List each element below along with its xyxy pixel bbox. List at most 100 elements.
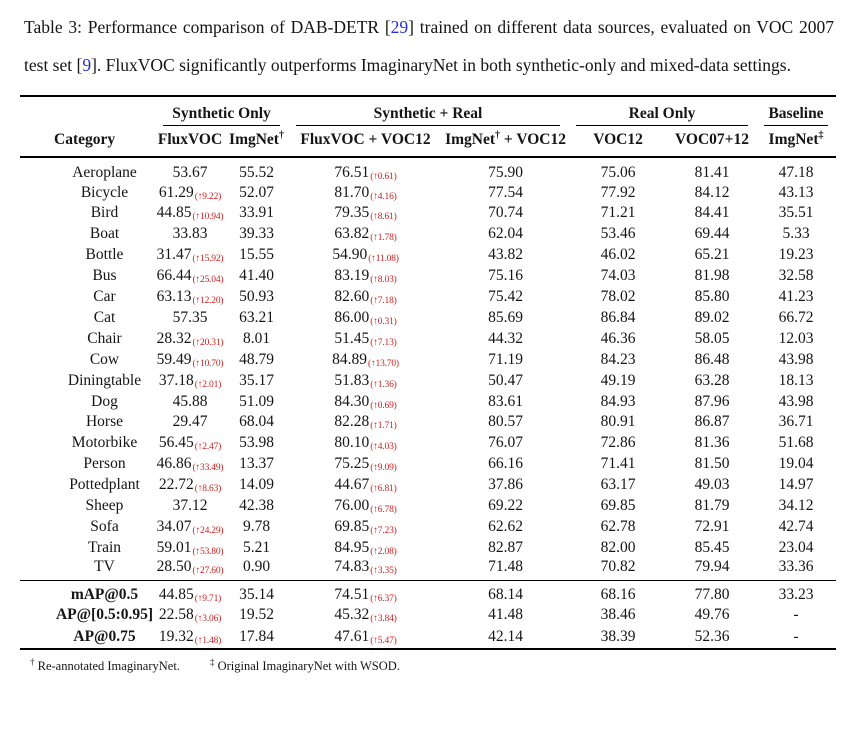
value-text: 77.80	[694, 586, 730, 604]
value-text: 57.35	[172, 308, 208, 326]
value-cell: 44.32	[443, 328, 568, 349]
table-row: Sofa 34.07(↑24.29) 9.78 69.85(↑7.23) 62.62 62…	[20, 516, 836, 537]
value-text: 34.07	[156, 517, 192, 535]
value-text: 42.14	[488, 628, 523, 646]
delta-annotation: (↑0.69)	[370, 400, 397, 411]
delta-annotation: (↑33.49)	[192, 463, 224, 474]
value-cell: 83.61	[443, 391, 568, 412]
value-cell: 76.00(↑6.78)	[288, 496, 443, 517]
value-text: 54.90	[332, 246, 368, 264]
value-cell: 14.97	[756, 475, 836, 496]
value-text: 33.23	[778, 586, 814, 604]
value-text: 18.13	[778, 371, 814, 389]
value-cell: 81.50	[668, 454, 756, 475]
table-row: Sheep 37.12 42.38 76.00(↑6.78) 69.22 69.85 81.…	[20, 496, 836, 517]
value-cell: 52.07	[225, 182, 288, 203]
category-cell: mAP@0.5	[20, 580, 155, 605]
table-row: Car 63.13(↑12.20) 50.93 82.60(↑7.18) 75.42 78…	[20, 287, 836, 308]
value-text: 5.33	[782, 225, 810, 243]
column-header: ImgNet† + VOC12	[443, 126, 569, 159]
delta-annotation: (↑20.31)	[192, 337, 224, 348]
category-cell: Car	[93, 288, 116, 306]
group-header: Baseline	[756, 96, 836, 126]
value-text: 63.28	[694, 371, 730, 389]
value-cell: 76.51(↑0.61)	[288, 157, 443, 182]
value-text: 46.86	[156, 455, 192, 473]
value-cell: 59.01(↑53.80)	[155, 537, 225, 558]
value-cell: 89.02	[668, 308, 756, 329]
value-text: 79.94	[694, 558, 730, 576]
value-text: 38.46	[600, 606, 636, 624]
value-text: 71.21	[600, 204, 636, 222]
value-text: 76.07	[488, 434, 523, 452]
value-text: 89.02	[694, 308, 730, 326]
value-cell: 37.12	[155, 496, 225, 517]
citation-ref: 9	[82, 55, 92, 75]
delta-annotation: (↑8.03)	[370, 275, 397, 286]
value-cell: 19.23	[756, 245, 836, 266]
value-cell: -	[756, 627, 836, 650]
column-header: ImgNet‡	[756, 126, 837, 159]
value-cell: 45.88	[155, 391, 225, 412]
value-cell: 75.42	[443, 287, 568, 308]
value-text: 53.67	[172, 164, 208, 182]
value-text: 43.98	[778, 350, 814, 368]
value-cell: 53.46	[568, 224, 668, 245]
value-cell: 49.19	[568, 370, 668, 391]
table-row: mAP@0.5 44.85(↑9.71) 35.14 74.51(↑6.37) 68.1…	[20, 580, 837, 605]
value-text: 63.17	[600, 476, 636, 494]
value-cell: 66.72	[756, 308, 836, 329]
category-cell: Chair	[87, 329, 122, 347]
value-text: 71.48	[488, 558, 523, 576]
delta-annotation: (↑7.18)	[370, 296, 397, 307]
value-text: 41.23	[778, 288, 814, 306]
value-cell: 13.37	[225, 454, 288, 475]
value-text: 29.47	[172, 413, 208, 431]
value-cell: 59.49(↑10.70)	[155, 349, 225, 370]
category-cell: AP@[0.5:0.95]	[55, 606, 154, 624]
value-cell: 18.13	[756, 370, 836, 391]
value-text: 48.79	[239, 350, 274, 368]
table-summary: mAP@0.5 44.85(↑9.71) 35.14 74.51(↑6.37) 68.1…	[20, 580, 837, 650]
value-text: 31.47	[156, 246, 192, 264]
table-row: Motorbike 56.45(↑2.47) 53.98 80.10(↑4.03) 76…	[20, 433, 836, 454]
value-text: 65.21	[694, 246, 730, 264]
value-text: 69.85	[334, 517, 370, 535]
value-cell: 72.86	[568, 433, 668, 454]
delta-annotation: (↑7.13)	[370, 337, 397, 348]
delta-annotation: (↑4.03)	[370, 442, 397, 453]
value-cell: 85.69	[443, 308, 568, 329]
value-text: 41.40	[239, 267, 274, 285]
group-header-label: Baseline	[756, 104, 836, 126]
delta-annotation: (↑9.09)	[370, 463, 397, 474]
value-text: 81.36	[694, 434, 730, 452]
table-row: Pottedplant 22.72(↑8.63) 14.09 44.67(↑6.81)…	[20, 475, 836, 496]
value-text: 37.12	[172, 496, 208, 514]
value-text: 76.51	[334, 164, 370, 182]
results-table: Synthetic Only Synthetic + Real Real Only B…	[20, 95, 837, 651]
value-cell: 52.36	[668, 627, 756, 650]
table-row: Chair 28.32(↑20.31) 8.01 51.45(↑7.13) 44.32 4…	[20, 328, 836, 349]
value-cell: 35.17	[225, 370, 288, 391]
value-cell: 74.51(↑6.37)	[288, 580, 444, 605]
value-text: 49.76	[694, 606, 730, 624]
value-text: 74.51	[334, 586, 370, 604]
category-cell: TV	[94, 558, 115, 576]
value-cell: 63.17	[568, 475, 668, 496]
group-header	[20, 96, 155, 126]
value-text: -	[793, 606, 799, 624]
value-cell: 31.47(↑15.92)	[155, 245, 225, 266]
value-text: 39.33	[239, 225, 274, 243]
delta-annotation: (↑13.70)	[368, 358, 399, 369]
column-header: FluxVOC	[155, 126, 225, 159]
table-row: Dog 45.88 51.09 84.30(↑0.69) 83.61 84.93 87.96…	[20, 391, 836, 412]
column-header: Category	[20, 126, 155, 159]
value-cell: 43.98	[756, 349, 836, 370]
value-text: 52.07	[239, 183, 274, 201]
value-cell: 44.85(↑10.94)	[155, 203, 225, 224]
group-header: Synthetic Only	[155, 96, 288, 126]
category-cell: Bicycle	[80, 183, 129, 201]
value-text: 9.78	[242, 517, 271, 535]
value-text: 55.52	[239, 164, 274, 182]
value-cell: 77.92	[568, 182, 668, 203]
